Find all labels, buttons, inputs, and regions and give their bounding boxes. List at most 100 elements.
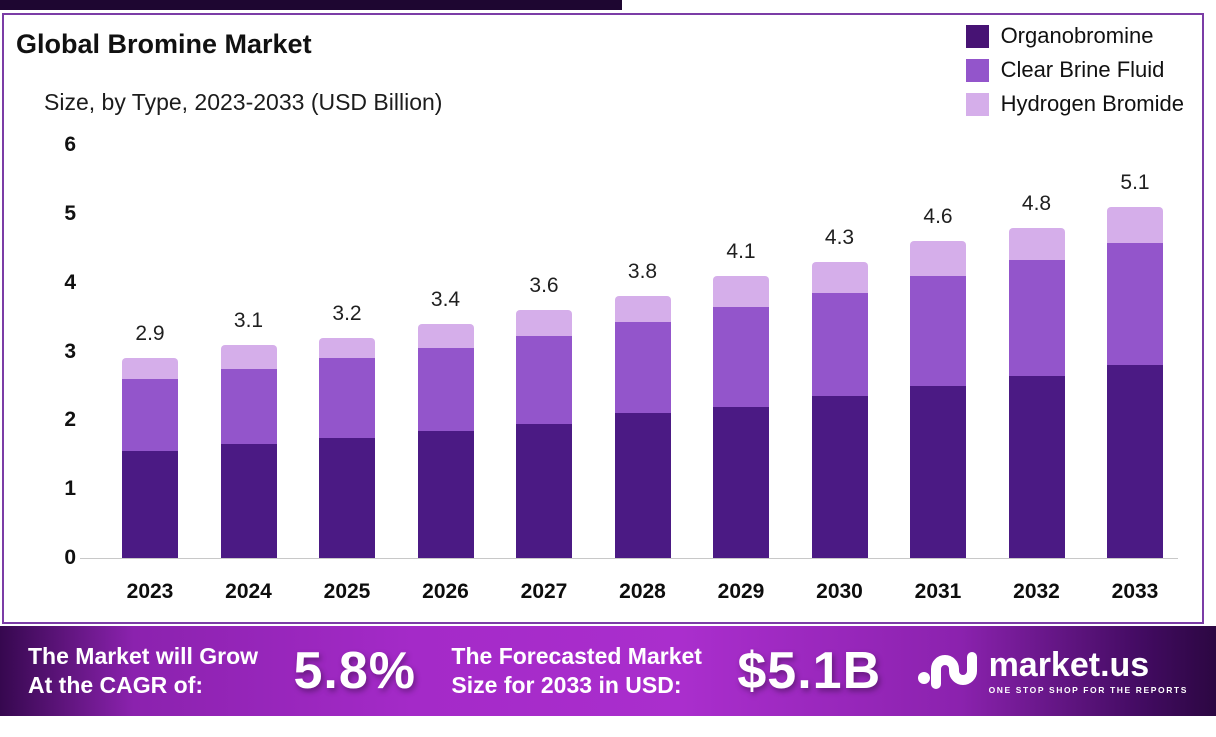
bar-total-label: 2.9	[135, 322, 165, 346]
bar-stack	[122, 358, 178, 558]
forecast-label-line2: Size for 2033 in USD:	[451, 672, 682, 698]
top-accent-strip	[0, 0, 622, 10]
bar-segment-clear-brine-fluid	[713, 306, 769, 407]
bar-stack	[1008, 227, 1065, 558]
bar-segment-hydrogen-bromide	[319, 337, 375, 359]
bar-segment-organobromine	[910, 385, 966, 558]
legend-label: Clear Brine Fluid	[1000, 57, 1165, 82]
bar-group: 3.8 2028	[614, 145, 671, 603]
bar-total-label: 5.1	[1120, 170, 1150, 194]
bar-group: 3.2 2025	[319, 145, 375, 603]
growth-label: The Market will Grow At the CAGR of:	[28, 642, 258, 700]
chart-frame: Global Bromine Market Size, by Type, 202…	[2, 13, 1204, 624]
x-axis-label: 2026	[422, 580, 469, 603]
x-axis-line	[80, 558, 1178, 559]
bar-stack	[319, 337, 375, 558]
bar-segment-clear-brine-fluid	[516, 335, 572, 424]
bar-stack	[713, 275, 769, 558]
bar-total-label: 3.2	[332, 301, 362, 325]
bar-stack	[614, 296, 671, 558]
y-axis-tick-label: 1	[64, 477, 76, 501]
x-axis-label: 2025	[323, 580, 371, 603]
bar-segment-clear-brine-fluid	[122, 379, 178, 452]
legend-label: Hydrogen Bromide	[1000, 91, 1184, 116]
bar-segment-clear-brine-fluid	[811, 293, 868, 397]
bar-segment-hydrogen-bromide	[910, 241, 966, 276]
legend-item: Hydrogen Bromide	[965, 91, 1184, 117]
bar-group: 3.1 2024	[220, 145, 277, 603]
bar-total-label: 3.4	[430, 287, 461, 311]
bar-group: 5.1 2033	[1107, 145, 1163, 603]
bar-segment-clear-brine-fluid	[1107, 242, 1163, 366]
y-axis-tick-label: 3	[64, 339, 76, 363]
bottom-banner: The Market will Grow At the CAGR of: 5.8…	[0, 626, 1216, 716]
bar-group: 4.3 2030	[811, 145, 868, 603]
brand-tagline: ONE STOP SHOP FOR THE REPORTS	[988, 684, 1188, 695]
bar-segment-clear-brine-fluid	[910, 275, 966, 386]
bar-segment-clear-brine-fluid	[220, 368, 277, 445]
bar-segment-organobromine	[1008, 375, 1065, 558]
bar-segment-hydrogen-bromide	[417, 324, 474, 349]
bar-segment-clear-brine-fluid	[1008, 259, 1065, 376]
legend-swatch-icon	[965, 58, 989, 82]
bar-group: 3.4 2026	[417, 145, 474, 603]
chart-subtitle: Size, by Type, 2023-2033 (USD Billion)	[44, 89, 443, 115]
squiggle-logo-icon	[917, 646, 979, 697]
forecast-label: The Forecasted Market Size for 2033 in U…	[451, 642, 702, 700]
bar-segment-hydrogen-bromide	[713, 275, 769, 307]
x-axis-label: 2030	[816, 580, 863, 603]
bar-total-label: 4.6	[923, 205, 953, 229]
y-axis-tick-label: 2	[64, 408, 76, 432]
bar-segment-organobromine	[1107, 365, 1163, 558]
bar-segment-organobromine	[516, 423, 572, 558]
chart-title: Global Bromine Market	[16, 29, 312, 59]
plot-area: 0 1 2 3 4 5 6 2.9 2023 3.1 2024 3.2 2025 3.4 2026 3.6 20…	[64, 133, 1178, 603]
bar-segment-hydrogen-bromide	[1107, 206, 1163, 243]
legend-swatch-icon	[965, 92, 989, 116]
x-axis-label: 2024	[225, 580, 272, 603]
bar-total-label: 4.1	[726, 239, 756, 263]
bar-stack	[417, 324, 474, 558]
legend-swatch-icon	[965, 24, 989, 48]
bar-total-label: 3.8	[627, 260, 658, 284]
bar-segment-clear-brine-fluid	[614, 321, 671, 414]
y-axis-tick-label: 0	[64, 546, 76, 569]
bar-group: 3.6 2027	[516, 145, 572, 603]
y-axis-tick-label: 4	[64, 270, 76, 294]
x-axis-label: 2031	[914, 580, 962, 603]
bar-stack	[516, 310, 572, 558]
legend-item: Organobromine	[965, 23, 1184, 49]
bar-segment-clear-brine-fluid	[417, 348, 474, 431]
bar-segment-organobromine	[614, 413, 671, 558]
y-axis-tick-label: 5	[64, 201, 76, 225]
legend-item: Clear Brine Fluid	[965, 57, 1184, 83]
forecast-label-line1: The Forecasted Market	[451, 643, 702, 670]
legend: Organobromine Clear Brine Fluid Hydrogen B…	[965, 23, 1184, 117]
bar-segment-organobromine	[220, 444, 277, 558]
brand-text: market.us ONE STOP SHOP FOR THE REPORTS	[989, 648, 1188, 695]
bar-stack	[220, 344, 277, 558]
bar-stack	[1107, 206, 1163, 558]
cagr-value: 5.8%	[293, 642, 416, 700]
bar-segment-organobromine	[713, 406, 769, 558]
bar-total-label: 3.1	[233, 308, 264, 332]
bar-group: 2.9 2023	[122, 145, 178, 603]
bar-segment-organobromine	[319, 437, 375, 558]
marketus-logo: market.us ONE STOP SHOP FOR THE REPORTS	[917, 646, 1188, 697]
bar-group: 4.6 2031	[910, 145, 966, 603]
bar-segment-hydrogen-bromide	[811, 262, 868, 293]
growth-label-line2: At the CAGR of:	[28, 672, 204, 698]
bar-segment-hydrogen-bromide	[614, 296, 671, 322]
bar-segment-organobromine	[417, 430, 474, 558]
bar-segment-hydrogen-bromide	[1008, 227, 1065, 260]
y-axis-tick-label: 6	[64, 133, 76, 156]
bar-segment-organobromine	[122, 451, 178, 558]
bar-total-label: 3.6	[529, 274, 559, 298]
x-axis-label: 2028	[619, 580, 666, 603]
x-axis-label: 2032	[1013, 580, 1060, 603]
forecast-value: $5.1B	[737, 642, 882, 700]
bar-segment-hydrogen-bromide	[516, 310, 572, 336]
bar-segment-organobromine	[811, 396, 868, 558]
growth-label-line1: The Market will Grow	[28, 643, 259, 670]
